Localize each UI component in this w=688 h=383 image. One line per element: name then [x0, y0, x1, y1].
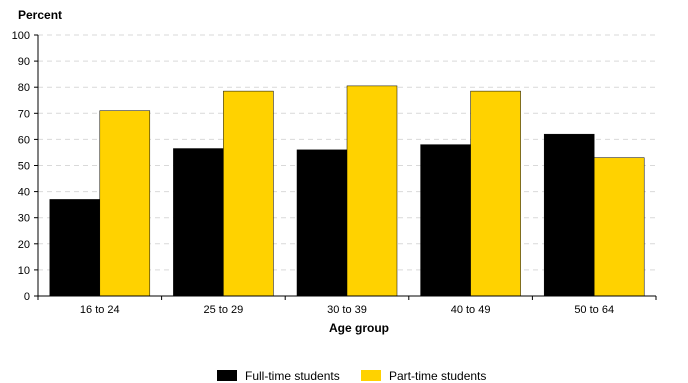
- legend-swatch-full-time: [217, 370, 237, 381]
- bar-full-time-3: [420, 144, 471, 297]
- bars: [49, 85, 645, 297]
- x-tick-label: 25 to 29: [204, 304, 244, 316]
- y-tick-label: 90: [18, 56, 30, 68]
- y-tick-label: 0: [24, 291, 30, 303]
- y-tick-label: 100: [12, 30, 30, 42]
- legend: Full-time students Part-time students: [217, 369, 486, 383]
- bar-part-time-2: [346, 85, 398, 297]
- bar-full-time-4: [543, 133, 595, 297]
- legend-label-part-time: Part-time students: [389, 369, 486, 383]
- bar-part-time-3: [470, 90, 521, 297]
- bar-part-time-4: [593, 157, 645, 297]
- y-axis-title: Percent: [18, 8, 62, 22]
- y-tick-label: 60: [18, 134, 30, 146]
- legend-label-full-time: Full-time students: [245, 369, 340, 383]
- bar-full-time-0: [49, 199, 101, 297]
- y-tick-label: 30: [18, 213, 30, 225]
- y-tick-label: 10: [18, 265, 30, 277]
- bar-part-time-0: [99, 110, 151, 297]
- x-tick-label: 50 to 64: [574, 304, 614, 316]
- x-tick-label: 40 to 49: [451, 304, 491, 316]
- x-tick-label: 16 to 24: [80, 304, 120, 316]
- legend-swatch-part-time: [361, 370, 381, 381]
- x-tick-labels: 16 to 24 25 to 29 30 to 39 40 to 49 50 to 64: [37, 296, 657, 316]
- y-tick-labels: 0 10 20 30 40 50 60 70 80 90 100: [12, 30, 38, 303]
- y-tick-label: 70: [18, 108, 30, 120]
- bar-part-time-1: [223, 90, 274, 297]
- bar-full-time-2: [296, 149, 348, 297]
- bar-full-time-1: [173, 148, 224, 297]
- y-tick-label: 50: [18, 161, 30, 173]
- y-tick-label: 20: [18, 239, 30, 251]
- y-tick-label: 40: [18, 187, 30, 199]
- y-tick-label: 80: [18, 82, 30, 94]
- x-axis-title: Age group: [329, 321, 389, 335]
- x-tick-label: 30 to 39: [327, 304, 367, 316]
